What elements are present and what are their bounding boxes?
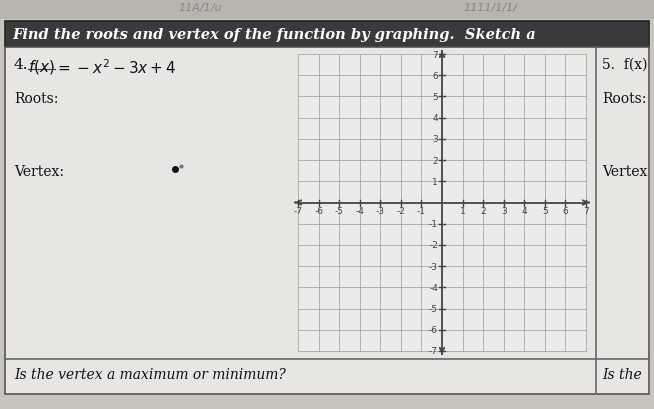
Text: -6: -6 bbox=[314, 207, 323, 216]
Text: 11A/1/u: 11A/1/u bbox=[179, 3, 222, 13]
Text: 4.: 4. bbox=[14, 58, 29, 72]
Text: 1: 1 bbox=[460, 207, 466, 216]
Text: 3: 3 bbox=[501, 207, 507, 216]
Text: -6: -6 bbox=[429, 326, 438, 335]
Text: 4: 4 bbox=[521, 207, 527, 216]
Text: -3: -3 bbox=[376, 207, 385, 216]
Text: Roots:: Roots: bbox=[602, 92, 646, 106]
Text: 5: 5 bbox=[432, 93, 438, 102]
Text: Is the vertex a maximum or minimum?: Is the vertex a maximum or minimum? bbox=[14, 367, 286, 381]
Bar bbox=[5, 22, 649, 48]
Text: Vertex:: Vertex: bbox=[14, 164, 64, 179]
Text: 5: 5 bbox=[542, 207, 548, 216]
Text: -2: -2 bbox=[396, 207, 405, 216]
Text: Roots:: Roots: bbox=[14, 92, 58, 106]
Text: -1: -1 bbox=[429, 220, 438, 229]
Text: 5.  f(x): 5. f(x) bbox=[602, 58, 647, 72]
Text: 6: 6 bbox=[562, 207, 568, 216]
Text: 2: 2 bbox=[480, 207, 486, 216]
Text: -2: -2 bbox=[429, 241, 438, 250]
Text: -3: -3 bbox=[429, 262, 438, 271]
Text: Find the roots and vertex of the function by graphing.  Sketch a: Find the roots and vertex of the functio… bbox=[12, 28, 536, 42]
Text: 7: 7 bbox=[432, 50, 438, 59]
Text: 3: 3 bbox=[432, 135, 438, 144]
Text: -1: -1 bbox=[417, 207, 426, 216]
Text: 6: 6 bbox=[432, 72, 438, 81]
Text: 1: 1 bbox=[432, 178, 438, 187]
Text: 1111/1/1/: 1111/1/1/ bbox=[463, 3, 517, 13]
Text: 2: 2 bbox=[432, 156, 438, 165]
Bar bbox=[5, 48, 649, 394]
Text: -7: -7 bbox=[294, 207, 303, 216]
Text: -4: -4 bbox=[429, 283, 438, 292]
Text: 4: 4 bbox=[432, 114, 438, 123]
Text: -7: -7 bbox=[429, 347, 438, 356]
Text: Vertex: Vertex bbox=[602, 164, 647, 179]
Text: -5: -5 bbox=[429, 304, 438, 313]
Bar bbox=[298, 55, 586, 351]
Text: $= -x^2 - 3x + 4$: $= -x^2 - 3x + 4$ bbox=[55, 58, 177, 76]
Text: -5: -5 bbox=[335, 207, 343, 216]
Text: $f(x)$: $f(x)$ bbox=[28, 58, 55, 76]
Text: 7: 7 bbox=[583, 207, 589, 216]
Text: Is the: Is the bbox=[602, 367, 642, 381]
Text: -4: -4 bbox=[355, 207, 364, 216]
Bar bbox=[0, 0, 654, 20]
